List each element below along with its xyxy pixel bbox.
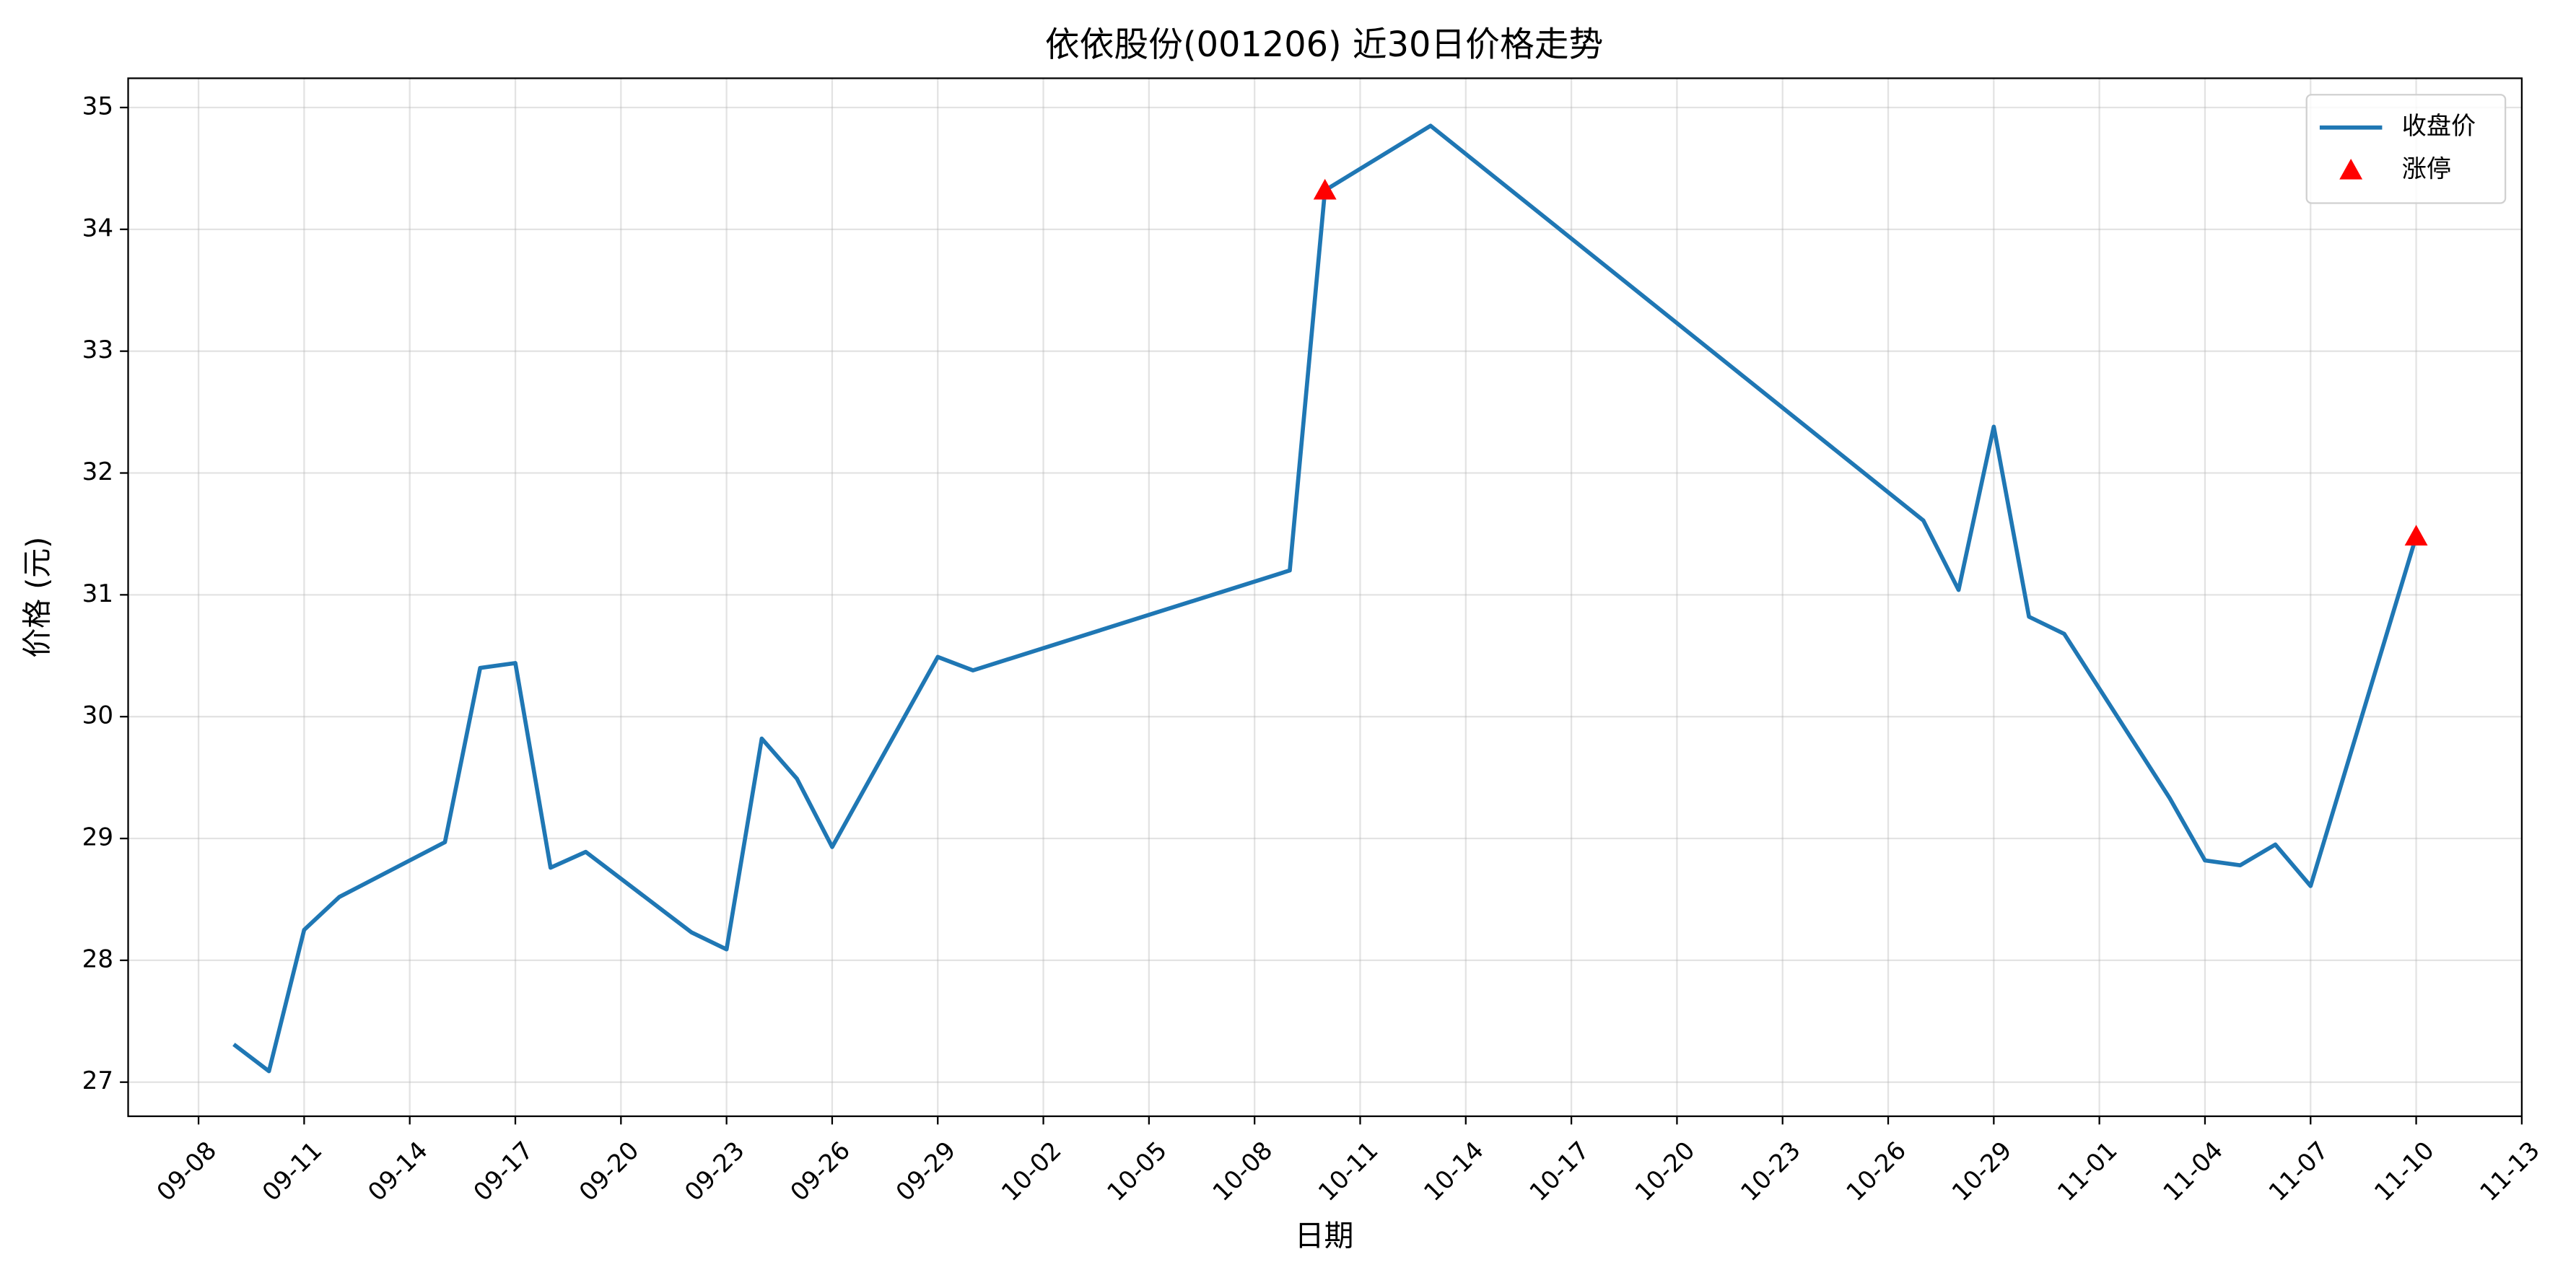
x-tick-label: 10-23 [1735,1136,1806,1206]
legend-box [2305,94,2507,204]
legend-label: 涨停 [2402,154,2451,183]
x-tick-label: 10-11 [1313,1136,1384,1206]
x-tick-label: 09-23 [679,1136,750,1206]
y-tick-label: 28 [82,945,113,973]
x-tick-label: 10-17 [1524,1136,1595,1206]
x-tick-label: 10-26 [1841,1136,1912,1206]
y-tick-label: 29 [82,823,113,852]
x-tick-label: 10-08 [1208,1136,1278,1206]
y-tick-label: 31 [82,579,113,608]
x-tick-label: 09-14 [362,1136,433,1206]
x-tick-label: 11-07 [2263,1136,2334,1206]
x-tick-label: 09-26 [785,1136,856,1206]
y-tick-label: 35 [82,92,113,121]
x-axis-label: 日期 [1295,1218,1354,1253]
x-tick-label: 09-20 [574,1136,645,1206]
x-tick-label: 11-01 [2052,1136,2123,1206]
chart-title: 依依股份(001206) 近30日价格走势 [1045,25,1603,65]
x-tick-label: 10-20 [1630,1136,1700,1206]
legend-swatch [2339,159,2363,180]
y-tick-label: 27 [82,1066,113,1095]
x-tick-label: 10-02 [996,1136,1067,1206]
y-tick-label: 33 [82,336,113,364]
x-tick-label: 11-10 [2369,1136,2440,1206]
y-tick-label: 32 [82,457,113,486]
x-tick-label: 09-29 [891,1136,961,1206]
x-tick-label: 11-04 [2158,1136,2229,1206]
y-tick-label: 30 [82,701,113,730]
price-line [232,123,2419,1074]
x-tick-label: 10-29 [1947,1136,2017,1206]
x-tick-label: 11-13 [2474,1136,2545,1206]
x-tick-label: 10-05 [1101,1136,1172,1206]
x-tick-label: 09-08 [152,1136,222,1206]
limit-up-marker [1313,178,1337,200]
x-tick-label: 09-17 [468,1136,539,1206]
plot-frame [127,77,2523,1118]
legend-label: 收盘价 [2402,112,2476,141]
limit-up-marker [2404,525,2428,546]
x-tick-label: 10-14 [1418,1136,1489,1206]
x-tick-label: 09-11 [257,1136,328,1206]
y-axis-label: 价格 (元) [20,537,55,658]
y-tick-label: 34 [82,214,113,242]
